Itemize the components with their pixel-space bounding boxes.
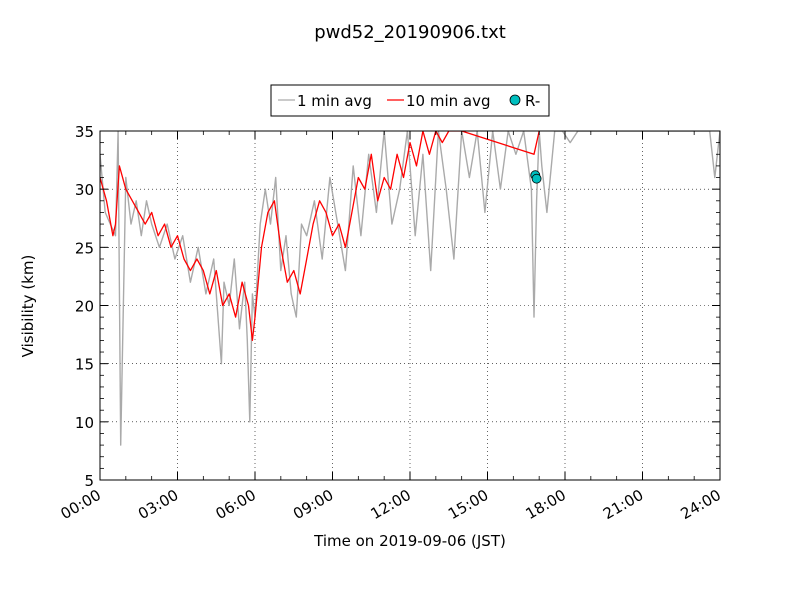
series-line-1-min-avg — [100, 131, 720, 446]
legend-swatch-r-minus — [509, 94, 521, 106]
series-layer — [100, 131, 720, 446]
r-minus-point — [531, 173, 542, 184]
legend-frame — [270, 84, 550, 117]
y-tick-label: 35 — [75, 123, 94, 141]
legend: 1 min avg 10 min avg R- — [270, 84, 550, 117]
legend-label-r-minus: R- — [525, 92, 540, 110]
chart-title: pwd52_20190906.txt — [314, 22, 506, 43]
y-axis-label: Visibility (km) — [19, 255, 37, 358]
legend-label-10min: 10 min avg — [406, 92, 491, 110]
y-tick-label: 10 — [75, 414, 94, 432]
series-line-10-min-avg — [100, 131, 540, 342]
y-tick-label: 15 — [75, 356, 94, 374]
y-tick-label: 5 — [84, 472, 94, 490]
grid — [100, 131, 720, 480]
marker-layer — [530, 170, 542, 184]
y-tick-label: 25 — [75, 239, 94, 257]
x-axis-label: Time on 2019-09-06 (JST) — [313, 532, 506, 550]
y-tick-label: 30 — [75, 181, 94, 199]
legend-label-1min: 1 min avg — [297, 92, 372, 110]
y-tick-label: 20 — [75, 298, 94, 316]
